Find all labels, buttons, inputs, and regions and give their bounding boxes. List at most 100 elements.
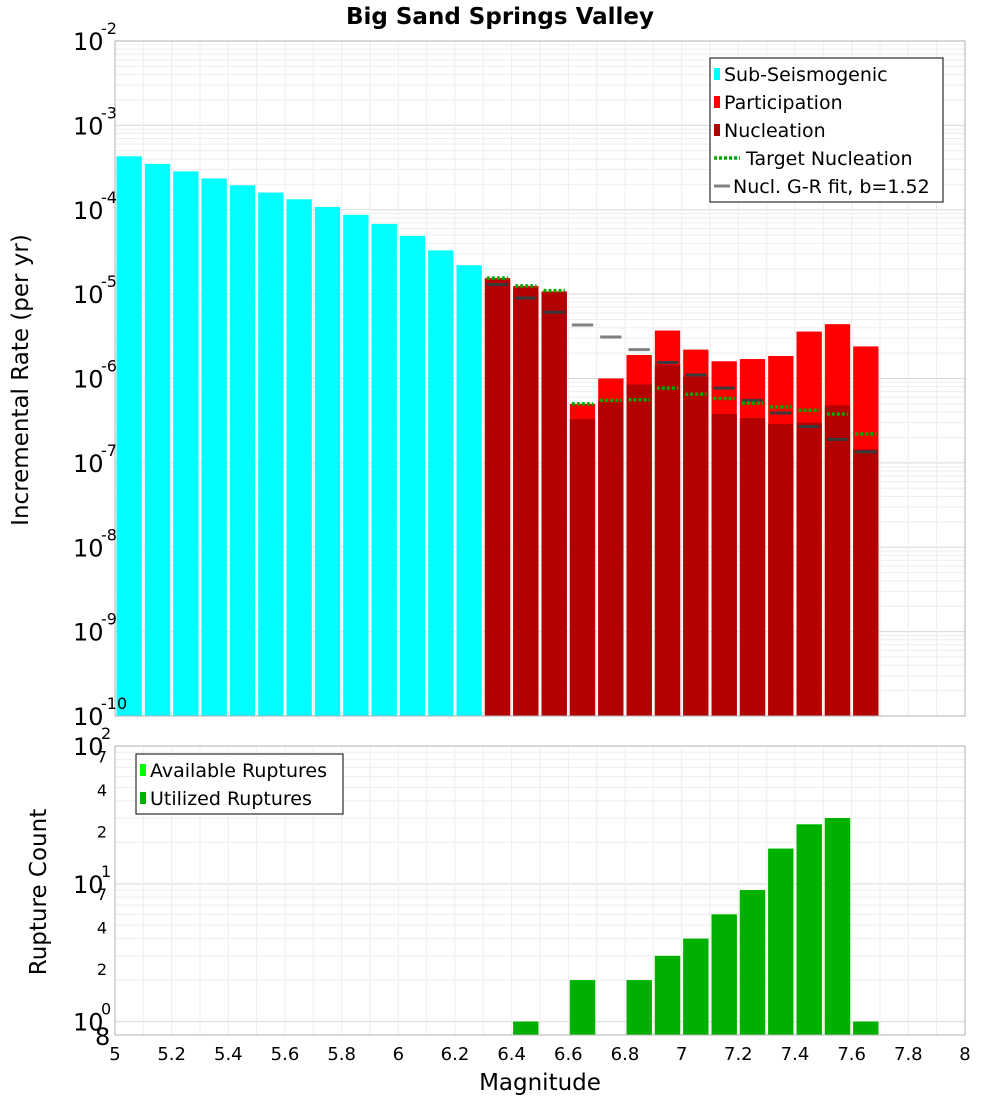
- y-tick-exponent: -6: [101, 357, 117, 376]
- y-tick-label: 10: [73, 534, 104, 562]
- legend-label: Participation: [724, 92, 843, 114]
- sub-seismogenic-bar: [258, 192, 284, 717]
- utilized-ruptures-bar: [569, 980, 596, 1035]
- nucleation-bar: [541, 292, 567, 716]
- y-tick-exponent: -2: [101, 19, 117, 38]
- y-tick-label: 10: [73, 871, 104, 899]
- sub-seismogenic-bar: [173, 171, 199, 717]
- x-tick-label: 6: [393, 1044, 404, 1065]
- top-legend: Sub-Seismogenic Participation Nucleation Ta…: [709, 57, 944, 203]
- legend-swatch: [714, 96, 720, 108]
- legend-box: [135, 753, 344, 815]
- sub-seismogenic-bar: [371, 223, 397, 716]
- legend-swatch: [140, 764, 146, 776]
- y-tick-exponent: 1: [101, 862, 111, 881]
- nucleation-bar: [626, 384, 652, 716]
- bottom-legend: Available Ruptures Utilized Ruptures: [135, 753, 344, 815]
- sub-seismogenic-bar: [286, 199, 312, 716]
- y-tick-exponent: -9: [101, 610, 117, 629]
- y-tick-label: 10: [73, 197, 104, 225]
- x-tick-label: 5.6: [271, 1044, 300, 1065]
- y-tick-exponent: -4: [101, 188, 117, 207]
- x-tick-label: 8: [959, 1044, 970, 1065]
- top-bars: [116, 156, 879, 717]
- nucleation-bar: [768, 423, 794, 716]
- x-tick-label: 7.6: [837, 1044, 866, 1065]
- y-minor-tick-label: 2: [97, 822, 107, 841]
- x-tick-label: 5.2: [157, 1044, 186, 1065]
- sub-seismogenic-bar: [144, 163, 171, 717]
- x-tick-labels: 5 5.2 5.4 5.6 5.8 6 6.2 6.4 6.6 6.8 7 7.2 7.4 7.6 7.8 8: [109, 1044, 970, 1065]
- y-minor-tick-label: 4: [97, 919, 107, 938]
- utilized-ruptures-bar: [853, 1021, 879, 1035]
- nucleation-bar: [598, 401, 624, 716]
- y-bottom-tick-label: 8: [95, 1023, 110, 1051]
- nucleation-bar: [683, 376, 709, 716]
- utilized-ruptures-bar: [824, 818, 851, 1035]
- legend-label: Available Ruptures: [150, 760, 327, 782]
- y-tick-exponent: -7: [101, 441, 117, 460]
- nucleation-bar: [739, 418, 766, 716]
- sub-seismogenic-bar: [456, 265, 482, 716]
- x-tick-label: 7.4: [781, 1044, 810, 1065]
- legend-label: Sub-Seismogenic: [724, 64, 888, 86]
- y-minor-tick-label: 2: [97, 960, 107, 979]
- legend-label: Nucleation: [724, 120, 826, 142]
- y-tick-label: 10: [73, 619, 104, 647]
- utilized-ruptures-bar: [626, 980, 652, 1035]
- y-tick-exponent: 2: [101, 724, 111, 743]
- y-tick-exponent: 0: [101, 1000, 111, 1019]
- x-tick-label: 7.8: [894, 1044, 923, 1065]
- top-plot-frame: [114, 40, 966, 717]
- x-tick-label: 7: [676, 1044, 687, 1065]
- nucleation-bar: [824, 405, 851, 716]
- legend-label: Target Nucleation: [745, 148, 913, 170]
- x-tick-label: 5: [109, 1044, 120, 1065]
- y-tick-label: 10: [73, 703, 104, 731]
- sub-seismogenic-bar: [428, 250, 454, 717]
- sub-seismogenic-bar: [229, 185, 256, 717]
- legend-box: [709, 57, 944, 203]
- x-tick-label: 6.6: [554, 1044, 583, 1065]
- top-line-marks: [486, 276, 877, 454]
- nucleation-bar: [569, 419, 596, 716]
- sub-seismogenic-bar: [314, 206, 341, 716]
- legend-label: Nucl. G-R fit, b=1.52: [733, 176, 930, 198]
- y-tick-label: 10: [73, 733, 104, 761]
- nucleation-bar: [484, 279, 511, 716]
- x-tick-label: 5.4: [214, 1044, 243, 1065]
- y-tick-exponent: -8: [101, 525, 117, 544]
- y-minor-tick-label: 7: [97, 885, 107, 904]
- y-minor-tick-label: 7: [97, 747, 107, 766]
- y-tick-label: 10: [73, 281, 104, 309]
- bottom-gridlines: [114, 745, 966, 1035]
- nucleation-bar: [853, 449, 879, 716]
- chart-title: Big Sand Springs Valley: [346, 4, 654, 30]
- y-tick-label: 10: [73, 1009, 104, 1037]
- legend-swatch: [714, 124, 720, 136]
- y-tick-label: 10: [73, 450, 104, 478]
- legend-swatch: [714, 68, 720, 80]
- sub-seismogenic-bar: [343, 214, 369, 716]
- x-tick-label: 6.2: [441, 1044, 470, 1065]
- utilized-ruptures-bar: [513, 1021, 539, 1035]
- nucleation-bar: [654, 364, 681, 716]
- utilized-ruptures-bar: [711, 914, 737, 1035]
- y-tick-exponent: -5: [101, 272, 117, 291]
- y-tick-exponent: -10: [101, 694, 127, 713]
- bottom-bars: [513, 818, 879, 1035]
- utilized-ruptures-bar: [683, 938, 709, 1035]
- y-tick-label: 10: [73, 28, 104, 56]
- x-tick-label: 6.4: [497, 1044, 526, 1065]
- y-tick-label: 10: [73, 112, 104, 140]
- utilized-ruptures-bar: [654, 955, 681, 1035]
- y-tick-exponent: -3: [101, 103, 117, 122]
- y-tick-label: 10: [73, 366, 104, 394]
- utilized-ruptures-bar: [768, 848, 794, 1035]
- bottom-plot-frame: [114, 745, 966, 1036]
- nucleation-bar: [796, 422, 822, 716]
